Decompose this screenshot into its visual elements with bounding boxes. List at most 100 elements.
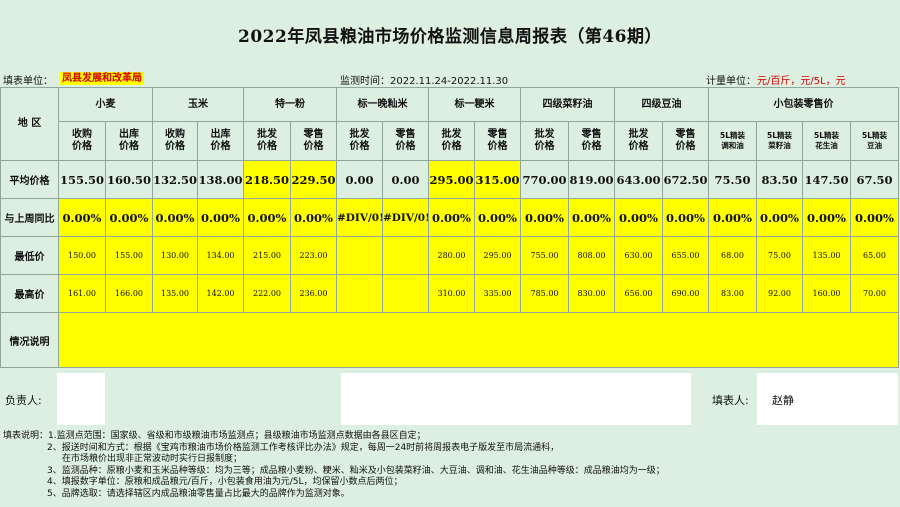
- cell-avg[interactable]: 67.50: [850, 160, 899, 199]
- row-label-note: 情况说明: [0, 312, 59, 368]
- cell-avg[interactable]: 132.50: [152, 160, 198, 199]
- responsible-input-right[interactable]: [341, 373, 691, 425]
- cell-min[interactable]: 75.00: [756, 236, 803, 275]
- cell-min[interactable]: 65.00: [850, 236, 899, 275]
- fill-unit-value[interactable]: 凤县发展和改革局: [60, 72, 144, 85]
- week-change-row: 与上周同比 0.00% 0.00% 0.00% 0.00% 0.00% 0.00…: [0, 198, 899, 237]
- responsible-input-left[interactable]: [57, 373, 105, 425]
- cell-avg[interactable]: 218.50: [243, 160, 291, 199]
- cell-min[interactable]: 295.00: [474, 236, 521, 275]
- cell-min[interactable]: 755.00: [520, 236, 569, 275]
- sub-header: 收购价格: [165, 129, 185, 152]
- cell-max[interactable]: [382, 274, 429, 313]
- group-japonica-rice: 标一粳米: [428, 87, 521, 122]
- cell-avg[interactable]: 643.00: [614, 160, 663, 199]
- situation-note-cell[interactable]: [58, 312, 899, 368]
- sub-header: 批发价格: [441, 129, 462, 152]
- report-title: 2022年凤县粮油市场价格监测信息周报表（第46期）: [238, 27, 662, 47]
- cell-avg[interactable]: 672.50: [662, 160, 709, 199]
- cell-avg[interactable]: 229.50: [290, 160, 337, 199]
- cell-pct[interactable]: 0.00%: [568, 198, 615, 237]
- cell-pct[interactable]: 0.00%: [802, 198, 851, 237]
- cell-pct[interactable]: 0.00%: [614, 198, 663, 237]
- cell-avg[interactable]: 0.00: [336, 160, 383, 199]
- cell-max[interactable]: 166.00: [105, 274, 153, 313]
- cell-pct[interactable]: 0.00%: [474, 198, 521, 237]
- cell-min[interactable]: 280.00: [428, 236, 475, 275]
- cell-avg[interactable]: 155.50: [58, 160, 106, 199]
- cell-min[interactable]: 134.00: [197, 236, 244, 275]
- sub-header: 零售价格: [581, 129, 602, 152]
- cell-pct[interactable]: 0.00%: [756, 198, 803, 237]
- cell-pct[interactable]: 0.00%: [105, 198, 153, 237]
- cell-min[interactable]: 808.00: [568, 236, 615, 275]
- cell-pct[interactable]: #DIV/0!: [336, 198, 383, 237]
- cell-max[interactable]: 236.00: [290, 274, 337, 313]
- row-label-avg: 平均价格: [0, 160, 59, 199]
- cell-avg[interactable]: 0.00: [382, 160, 429, 199]
- group-soybean-oil: 四级豆油: [614, 87, 709, 122]
- cell-min[interactable]: 223.00: [290, 236, 337, 275]
- cell-avg[interactable]: 295.00: [428, 160, 475, 199]
- cell-avg[interactable]: 83.50: [756, 160, 803, 199]
- notes-row: 情况说明: [0, 312, 899, 368]
- cell-pct[interactable]: 0.00%: [152, 198, 198, 237]
- cell-avg[interactable]: 147.50: [802, 160, 851, 199]
- cell-avg[interactable]: 138.00: [197, 160, 244, 199]
- cell-min[interactable]: 130.00: [152, 236, 198, 275]
- cell-min[interactable]: 135.00: [802, 236, 851, 275]
- cell-avg[interactable]: 75.50: [708, 160, 757, 199]
- monitor-period: 监测时间：2022.11.24-2022.11.30: [340, 76, 509, 87]
- sub-header: 批发价格: [628, 129, 649, 152]
- cell-pct[interactable]: #DIV/0!: [382, 198, 429, 237]
- note-line: 4、填报数字单位：原粮和成品粮元/百斤，小包装食用油为元/5L，均保留小数点后两…: [47, 477, 403, 488]
- cell-max[interactable]: [336, 274, 383, 313]
- filler-input[interactable]: [757, 373, 898, 425]
- cell-min[interactable]: 630.00: [614, 236, 663, 275]
- cell-avg[interactable]: 160.50: [105, 160, 153, 199]
- cell-max[interactable]: 83.00: [708, 274, 757, 313]
- fill-unit-label: 填表单位：: [3, 76, 53, 87]
- cell-pct[interactable]: 0.00%: [58, 198, 106, 237]
- cell-max[interactable]: 135.00: [152, 274, 198, 313]
- cell-max[interactable]: 785.00: [520, 274, 569, 313]
- cell-pct[interactable]: 0.00%: [662, 198, 709, 237]
- cell-min[interactable]: 215.00: [243, 236, 291, 275]
- filler-name: 赵静: [772, 394, 794, 407]
- cell-pct[interactable]: 0.00%: [243, 198, 291, 237]
- cell-max[interactable]: 310.00: [428, 274, 475, 313]
- cell-avg[interactable]: 819.00: [568, 160, 615, 199]
- responsible-label: 负责人:: [5, 394, 42, 407]
- cell-pct[interactable]: 0.00%: [850, 198, 899, 237]
- cell-min[interactable]: 655.00: [662, 236, 709, 275]
- cell-max[interactable]: 222.00: [243, 274, 291, 313]
- cell-max[interactable]: 335.00: [474, 274, 521, 313]
- cell-max[interactable]: 830.00: [568, 274, 615, 313]
- cell-pct[interactable]: 0.00%: [520, 198, 569, 237]
- cell-min[interactable]: 150.00: [58, 236, 106, 275]
- cell-pct[interactable]: 0.00%: [708, 198, 757, 237]
- cell-max[interactable]: 690.00: [662, 274, 709, 313]
- measure-unit-label: 计量单位：: [706, 76, 756, 87]
- max-price-row: 最高价 161.00 166.00 135.00 142.00 222.00 2…: [0, 274, 899, 313]
- cell-max[interactable]: 70.00: [850, 274, 899, 313]
- sub-header: 出库价格: [210, 129, 231, 152]
- cell-max[interactable]: 160.00: [802, 274, 851, 313]
- sub-header: 5L精装菜籽油: [767, 131, 792, 150]
- cell-min[interactable]: [382, 236, 429, 275]
- cell-min[interactable]: [336, 236, 383, 275]
- cell-max[interactable]: 142.00: [197, 274, 244, 313]
- cell-pct[interactable]: 0.00%: [197, 198, 244, 237]
- fill-instructions: 填表说明：1.监测点范围：国家级、省级和市级粮油市场监测点；县级粮油市场监测点数…: [0, 431, 665, 501]
- cell-avg[interactable]: 315.00: [474, 160, 521, 199]
- cell-max[interactable]: 656.00: [614, 274, 663, 313]
- cell-min[interactable]: 68.00: [708, 236, 757, 275]
- cell-avg[interactable]: 770.00: [520, 160, 569, 199]
- cell-pct[interactable]: 0.00%: [290, 198, 337, 237]
- group-small-pack: 小包装零售价: [708, 87, 899, 122]
- cell-max[interactable]: 161.00: [58, 274, 106, 313]
- cell-max[interactable]: 92.00: [756, 274, 803, 313]
- cell-min[interactable]: 155.00: [105, 236, 153, 275]
- cell-pct[interactable]: 0.00%: [428, 198, 475, 237]
- note-line: 2、报送时间和方式：根据《宝鸡市粮油市场价格监测工作考核评比办法》规定，每周一2…: [47, 442, 560, 453]
